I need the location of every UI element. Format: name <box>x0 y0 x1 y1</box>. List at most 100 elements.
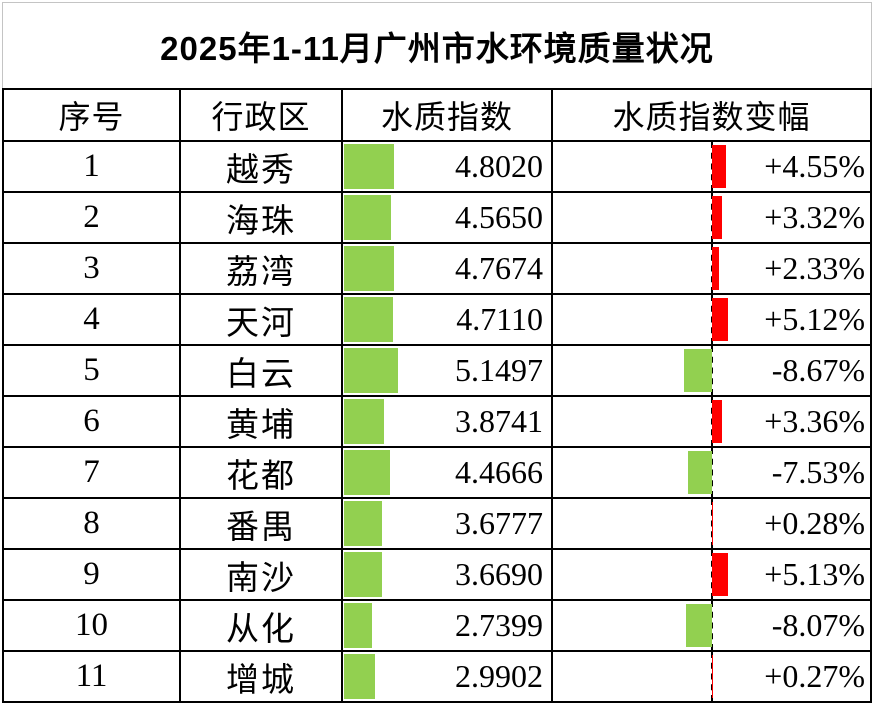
zero-axis-dashed-line <box>710 601 713 650</box>
index-value: 4.5650 <box>455 199 543 235</box>
index-cell: 4.5650 <box>343 193 553 242</box>
index-value: 4.8020 <box>455 148 543 184</box>
district-name: 黄埔 <box>181 397 343 446</box>
index-databar <box>344 144 394 189</box>
change-databar <box>684 349 712 392</box>
table-row: 3 荔湾 4.7674 +2.33% <box>4 244 870 295</box>
table-row: 8 番禺 3.6777 +0.28% <box>4 499 870 550</box>
index-cell: 2.7399 <box>343 601 553 650</box>
row-serial-number: 9 <box>4 550 181 599</box>
table-row: 9 南沙 3.6690 +5.13% <box>4 550 870 601</box>
index-cell: 3.6690 <box>343 550 553 599</box>
index-value: 2.7399 <box>455 607 543 643</box>
index-cell: 4.4666 <box>343 448 553 497</box>
index-databar <box>344 246 394 291</box>
header-water-quality-index: 水质指数 <box>343 90 553 140</box>
change-cell: +0.27% <box>553 652 870 701</box>
change-value: +5.13% <box>764 556 865 592</box>
row-serial-number: 1 <box>4 142 181 191</box>
zero-axis-dashed-line <box>710 448 713 497</box>
change-databar <box>711 247 719 290</box>
district-name: 荔湾 <box>181 244 343 293</box>
district-name: 从化 <box>181 601 343 650</box>
index-databar <box>344 399 385 444</box>
change-value: -7.53% <box>771 454 865 490</box>
index-value: 4.7110 <box>456 301 543 337</box>
change-cell: +2.33% <box>553 244 870 293</box>
index-value: 2.9902 <box>455 658 543 694</box>
index-value: 4.7674 <box>455 250 543 286</box>
change-cell: +0.28% <box>553 499 870 548</box>
change-value: -8.67% <box>771 352 865 388</box>
district-name: 花都 <box>181 448 343 497</box>
table-row: 1 越秀 4.8020 +4.55% <box>4 142 870 193</box>
district-name: 南沙 <box>181 550 343 599</box>
change-cell: -8.67% <box>553 346 870 395</box>
row-serial-number: 5 <box>4 346 181 395</box>
header-district: 行政区 <box>181 90 343 140</box>
row-serial-number: 4 <box>4 295 181 344</box>
index-databar <box>344 195 392 240</box>
row-serial-number: 2 <box>4 193 181 242</box>
change-cell: +5.12% <box>553 295 870 344</box>
change-cell: +4.55% <box>553 142 870 191</box>
change-databar <box>711 553 728 596</box>
table-row: 10 从化 2.7399 -8.07% <box>4 601 870 652</box>
change-value: +3.36% <box>764 403 865 439</box>
row-serial-number: 11 <box>4 652 181 701</box>
header-index-change: 水质指数变幅 <box>553 90 870 140</box>
change-value: -8.07% <box>771 607 865 643</box>
index-databar <box>344 501 383 546</box>
change-databar <box>711 502 713 545</box>
district-name: 天河 <box>181 295 343 344</box>
index-cell: 4.7674 <box>343 244 553 293</box>
change-databar <box>711 400 723 443</box>
index-cell: 2.9902 <box>343 652 553 701</box>
data-table: 序号 行政区 水质指数 水质指数变幅 1 越秀 4.8020 +4.55% 2 … <box>2 88 872 703</box>
row-serial-number: 10 <box>4 601 181 650</box>
change-value: +2.33% <box>764 250 865 286</box>
change-databar <box>711 655 713 698</box>
index-cell: 4.8020 <box>343 142 553 191</box>
table-row: 11 增城 2.9902 +0.27% <box>4 652 870 701</box>
change-value: +5.12% <box>764 301 865 337</box>
index-value: 4.4666 <box>455 454 543 490</box>
index-databar <box>344 297 393 342</box>
change-databar <box>685 604 712 647</box>
zero-axis-dashed-line <box>710 346 713 395</box>
index-databar <box>344 603 373 648</box>
change-cell: -7.53% <box>553 448 870 497</box>
table-row: 5 白云 5.1497 -8.67% <box>4 346 870 397</box>
index-value: 5.1497 <box>455 352 543 388</box>
district-name: 越秀 <box>181 142 343 191</box>
change-databar <box>711 196 723 239</box>
index-value: 3.6690 <box>455 556 543 592</box>
row-serial-number: 7 <box>4 448 181 497</box>
change-cell: +3.32% <box>553 193 870 242</box>
table-row: 2 海珠 4.5650 +3.32% <box>4 193 870 244</box>
change-value: +4.55% <box>764 148 865 184</box>
index-databar <box>344 654 376 699</box>
change-databar <box>711 145 726 188</box>
district-name: 增城 <box>181 652 343 701</box>
change-databar <box>711 298 728 341</box>
change-value: +0.27% <box>764 658 865 694</box>
table-row: 6 黄埔 3.8741 +3.36% <box>4 397 870 448</box>
report-title: 2025年1-11月广州市水环境质量状况 <box>2 2 872 88</box>
row-serial-number: 3 <box>4 244 181 293</box>
change-databar <box>687 451 712 494</box>
index-databar <box>344 348 398 393</box>
index-cell: 5.1497 <box>343 346 553 395</box>
index-databar <box>344 450 391 495</box>
change-value: +0.28% <box>764 505 865 541</box>
header-serial-number: 序号 <box>4 90 181 140</box>
index-cell: 4.7110 <box>343 295 553 344</box>
table-row: 7 花都 4.4666 -7.53% <box>4 448 870 499</box>
row-serial-number: 8 <box>4 499 181 548</box>
district-name: 白云 <box>181 346 343 395</box>
index-value: 3.6777 <box>455 505 543 541</box>
district-name: 番禺 <box>181 499 343 548</box>
index-databar <box>344 552 383 597</box>
change-cell: +5.13% <box>553 550 870 599</box>
